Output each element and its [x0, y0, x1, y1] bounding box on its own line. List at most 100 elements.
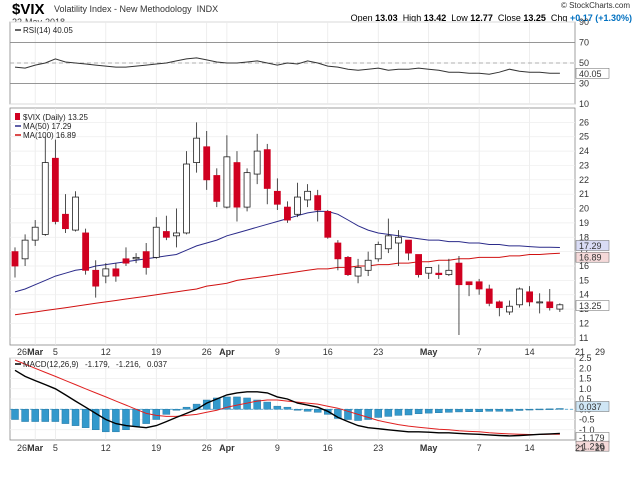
x-tick-label: 14	[525, 347, 535, 357]
macd-hist-bar	[303, 409, 312, 412]
ma100-last-tag: 16.89	[575, 251, 610, 263]
exchange: INDX	[196, 4, 219, 14]
open-label: Open	[350, 13, 373, 23]
candle	[11, 247, 19, 278]
ma100-legend: MA(100) 16.89	[23, 131, 76, 140]
macd-y-tick: 0.5	[579, 394, 592, 404]
ma100-last-tag-box	[575, 251, 610, 263]
rsi-y-tick: 30	[579, 79, 589, 89]
chg-value: +0.17 (+1.30%)	[569, 13, 632, 23]
hist-last-tag-text: 0.037	[579, 402, 602, 412]
macd-y-tick: 1.0	[579, 384, 592, 394]
price-y-tick: 18	[579, 232, 589, 242]
macd-hist-bar	[475, 409, 483, 412]
candle-body	[31, 226, 39, 241]
candle-body	[475, 281, 483, 290]
price-y-tick: 26	[579, 117, 589, 127]
candle-body	[455, 262, 463, 286]
hist-last-tag-box	[575, 401, 610, 412]
macd-hist-bar	[213, 397, 221, 410]
candle	[556, 303, 564, 312]
candle-body	[233, 162, 241, 208]
candle-body	[41, 162, 49, 235]
macd-legend-hist: 0.037	[147, 360, 168, 369]
x-tick-label: Apr	[219, 443, 235, 453]
x-tick-label: 5	[53, 443, 58, 453]
ma100-last-tag-text: 16.89	[579, 253, 602, 263]
rsi-last-tag: 40.05	[575, 68, 610, 79]
candle-body	[445, 269, 453, 276]
x-tick-label: 26	[17, 443, 27, 453]
high-value: 13.42	[423, 13, 447, 23]
candle-body	[304, 190, 312, 201]
candle-body	[273, 190, 281, 205]
candle-body	[364, 259, 372, 271]
candle	[152, 217, 160, 259]
low-value: 12.77	[470, 13, 493, 23]
price-y-tick: 12	[579, 318, 589, 328]
x-tick-label: Mar	[27, 443, 44, 453]
macd-hist-bar	[546, 408, 554, 410]
macd-hist-bar	[535, 408, 544, 411]
macd-hist-bar	[384, 409, 393, 417]
candle	[82, 228, 90, 275]
candle-body	[92, 269, 100, 287]
macd-hist-bar	[313, 409, 322, 413]
x-tick-label: May	[420, 347, 438, 357]
candle	[485, 284, 493, 307]
ma50-last-tag-text: 17.29	[579, 241, 602, 251]
rsi-last-tag-box	[575, 68, 610, 79]
x-tick-label: 21	[575, 443, 585, 453]
candle-body	[193, 137, 201, 163]
candle	[304, 184, 312, 208]
macd-hist-bar	[414, 409, 423, 415]
macd-hist-bar	[21, 409, 29, 422]
price-y-tick: 17	[579, 247, 589, 257]
candle-body	[485, 288, 493, 304]
candle-body	[354, 267, 362, 277]
macd-hist-bar	[263, 401, 271, 410]
candle	[536, 293, 544, 314]
x-tick-label: 26	[17, 347, 27, 357]
x-tick-label: 19	[151, 347, 161, 357]
rsi-line	[14, 57, 560, 75]
x-tick-label: 21	[575, 347, 585, 357]
close-label: Close	[497, 13, 521, 23]
candle-body	[314, 195, 322, 211]
candle-body	[263, 149, 271, 189]
price-y-tick: 16	[579, 261, 589, 271]
macd-hist-bar	[61, 409, 70, 424]
candle	[284, 201, 291, 223]
macd-y-tick: -0.5	[579, 415, 595, 425]
candle-body	[112, 268, 120, 277]
candle	[425, 267, 433, 279]
candle-body	[435, 272, 443, 276]
candle	[112, 263, 120, 282]
price-legend-swatch	[15, 113, 20, 120]
chg-label: Chg	[550, 13, 568, 23]
macd-hist-bar	[223, 396, 231, 410]
candle	[354, 258, 362, 284]
candle-body	[162, 231, 170, 238]
price-panel	[9, 107, 576, 346]
candle	[233, 151, 241, 222]
candle	[21, 234, 29, 266]
price-y-tick: 21	[579, 189, 589, 199]
candle	[384, 218, 392, 254]
candle	[203, 130, 211, 190]
candle-body	[334, 242, 342, 260]
x-tick-label: 5	[53, 347, 58, 357]
candle	[415, 254, 423, 278]
price-y-tick: 23	[579, 160, 589, 170]
price-y-tick: 25	[579, 132, 589, 142]
candle-body	[132, 256, 140, 260]
x-tick-label: 16	[323, 443, 333, 453]
candle-body	[203, 146, 211, 181]
macd-line	[14, 369, 560, 437]
candle	[213, 168, 221, 208]
macd-hist-bar	[112, 409, 120, 433]
candle	[324, 209, 332, 239]
candle-body	[536, 301, 544, 304]
candle	[344, 255, 352, 277]
candle-body	[384, 235, 392, 250]
